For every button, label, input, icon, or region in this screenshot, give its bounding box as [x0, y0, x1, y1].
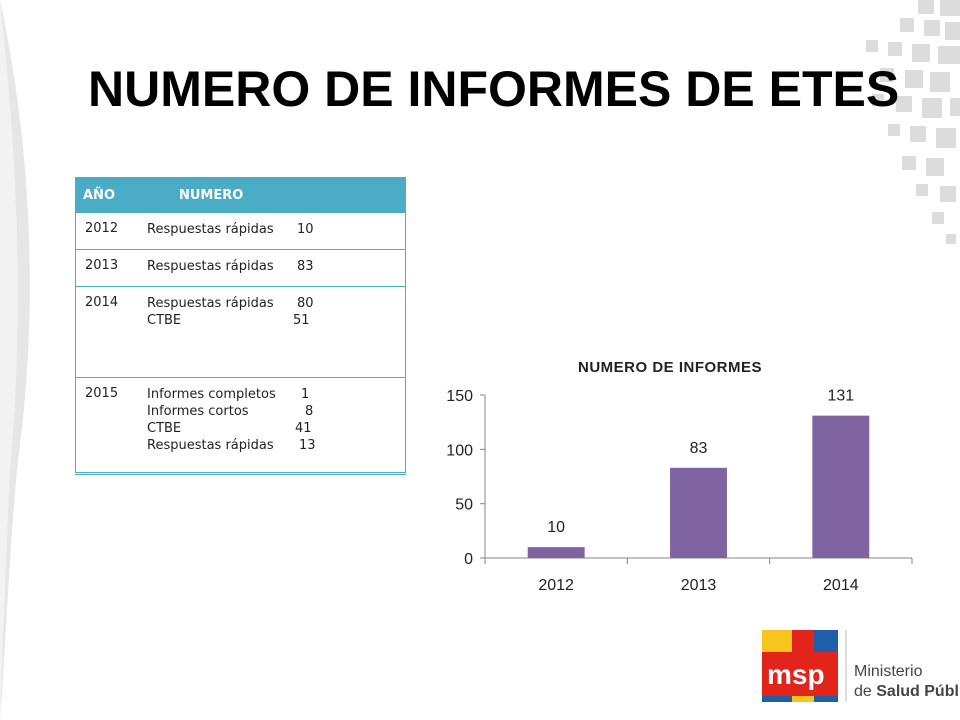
row-items: Informes completos 1 Informes cortos 8 CTB…: [139, 377, 406, 475]
ministerio-salud-publica-logo: msp Ministerio de Salud Pública: [762, 630, 960, 702]
item-value: 51: [293, 313, 310, 328]
top-right-checker-decoration: [866, 0, 960, 244]
row-item: Informes completos 1: [147, 386, 398, 403]
table-row: 2012 Respuestas rápidas 10: [75, 213, 406, 250]
row-item: Informes cortos 8: [147, 403, 398, 420]
item-label: Respuestas rápidas: [147, 259, 274, 274]
left-decorative-swoosh: [0, 0, 30, 720]
row-item: Respuestas rápidas 80: [147, 295, 398, 312]
table-row: 2014 Respuestas rápidas 80 CTBE 51: [75, 286, 406, 378]
column-header-year: AÑO: [75, 177, 139, 213]
bar: [527, 547, 585, 558]
data-label: 131: [827, 388, 854, 405]
item-label: Respuestas rápidas: [147, 296, 274, 311]
chart-labels: 10 2012 83 2013 131 2014: [538, 388, 858, 594]
row-year: 2012: [75, 213, 139, 250]
row-items: Respuestas rápidas 10: [139, 213, 406, 250]
chart-bars: [527, 415, 870, 558]
column-header-number: NUMERO: [139, 177, 406, 213]
chart-title: NUMERO DE INFORMES: [578, 359, 762, 376]
item-label: Respuestas rápidas: [147, 438, 274, 453]
row-year: 2015: [75, 377, 139, 475]
item-label: CTBE: [147, 313, 182, 328]
item-value: 83: [297, 259, 314, 274]
item-value: 80: [297, 296, 314, 311]
item-value: 8: [305, 404, 314, 419]
table-header-row: AÑO NUMERO: [75, 177, 406, 213]
row-item: Respuestas rápidas 13: [147, 437, 398, 454]
reports-table: AÑO NUMERO 2012 Respuestas rápidas 10 201…: [75, 177, 406, 475]
item-value: 13: [299, 438, 316, 453]
x-tick-label: 2012: [538, 577, 574, 594]
svg-text:de Salud Pública: de Salud Pública: [854, 683, 960, 700]
y-tick-label: 150: [446, 388, 473, 405]
row-year: 2013: [75, 249, 139, 287]
row-items: Respuestas rápidas 80 CTBE 51: [139, 286, 406, 378]
row-items: Respuestas rápidas 83: [139, 249, 406, 287]
row-item: CTBE 51: [147, 312, 398, 329]
row-item: Respuestas rápidas 10: [147, 221, 398, 238]
row-item: CTBE 41: [147, 420, 398, 437]
row-item: Respuestas rápidas 83: [147, 258, 398, 275]
y-tick-label: 100: [446, 442, 473, 459]
item-label: CTBE: [147, 421, 182, 436]
data-label: 83: [690, 440, 708, 457]
table-row: 2013 Respuestas rápidas 83: [75, 249, 406, 287]
logo-text-bold: Salud Pública: [876, 683, 960, 700]
bar: [812, 415, 870, 558]
data-label: 10: [547, 519, 565, 536]
item-label: Informes cortos: [147, 404, 249, 419]
chart-axes: 0 50 100 150: [446, 388, 913, 568]
svg-text:msp: msp: [767, 659, 825, 690]
bar-chart: NUMERO DE INFORMES 0 50 100 150 10 2012 83 201…: [446, 359, 913, 594]
item-value: 41: [295, 421, 312, 436]
row-year: 2014: [75, 286, 139, 378]
item-label: Informes completos: [147, 387, 276, 402]
page-title: NUMERO DE INFORMES DE ETES: [88, 61, 900, 117]
item-value: 1: [301, 387, 310, 402]
y-tick-label: 0: [464, 551, 473, 568]
x-tick-label: 2014: [823, 577, 859, 594]
y-tick-label: 50: [455, 497, 473, 514]
x-tick-label: 2013: [681, 577, 717, 594]
logo-text-pre: de: [854, 683, 876, 700]
table-row: 2015 Informes completos 1 Informes cortos…: [75, 377, 406, 475]
logo-text-top: Ministerio: [854, 663, 923, 680]
item-value: 10: [297, 222, 314, 237]
bar: [670, 467, 727, 558]
item-label: Respuestas rápidas: [147, 222, 274, 237]
